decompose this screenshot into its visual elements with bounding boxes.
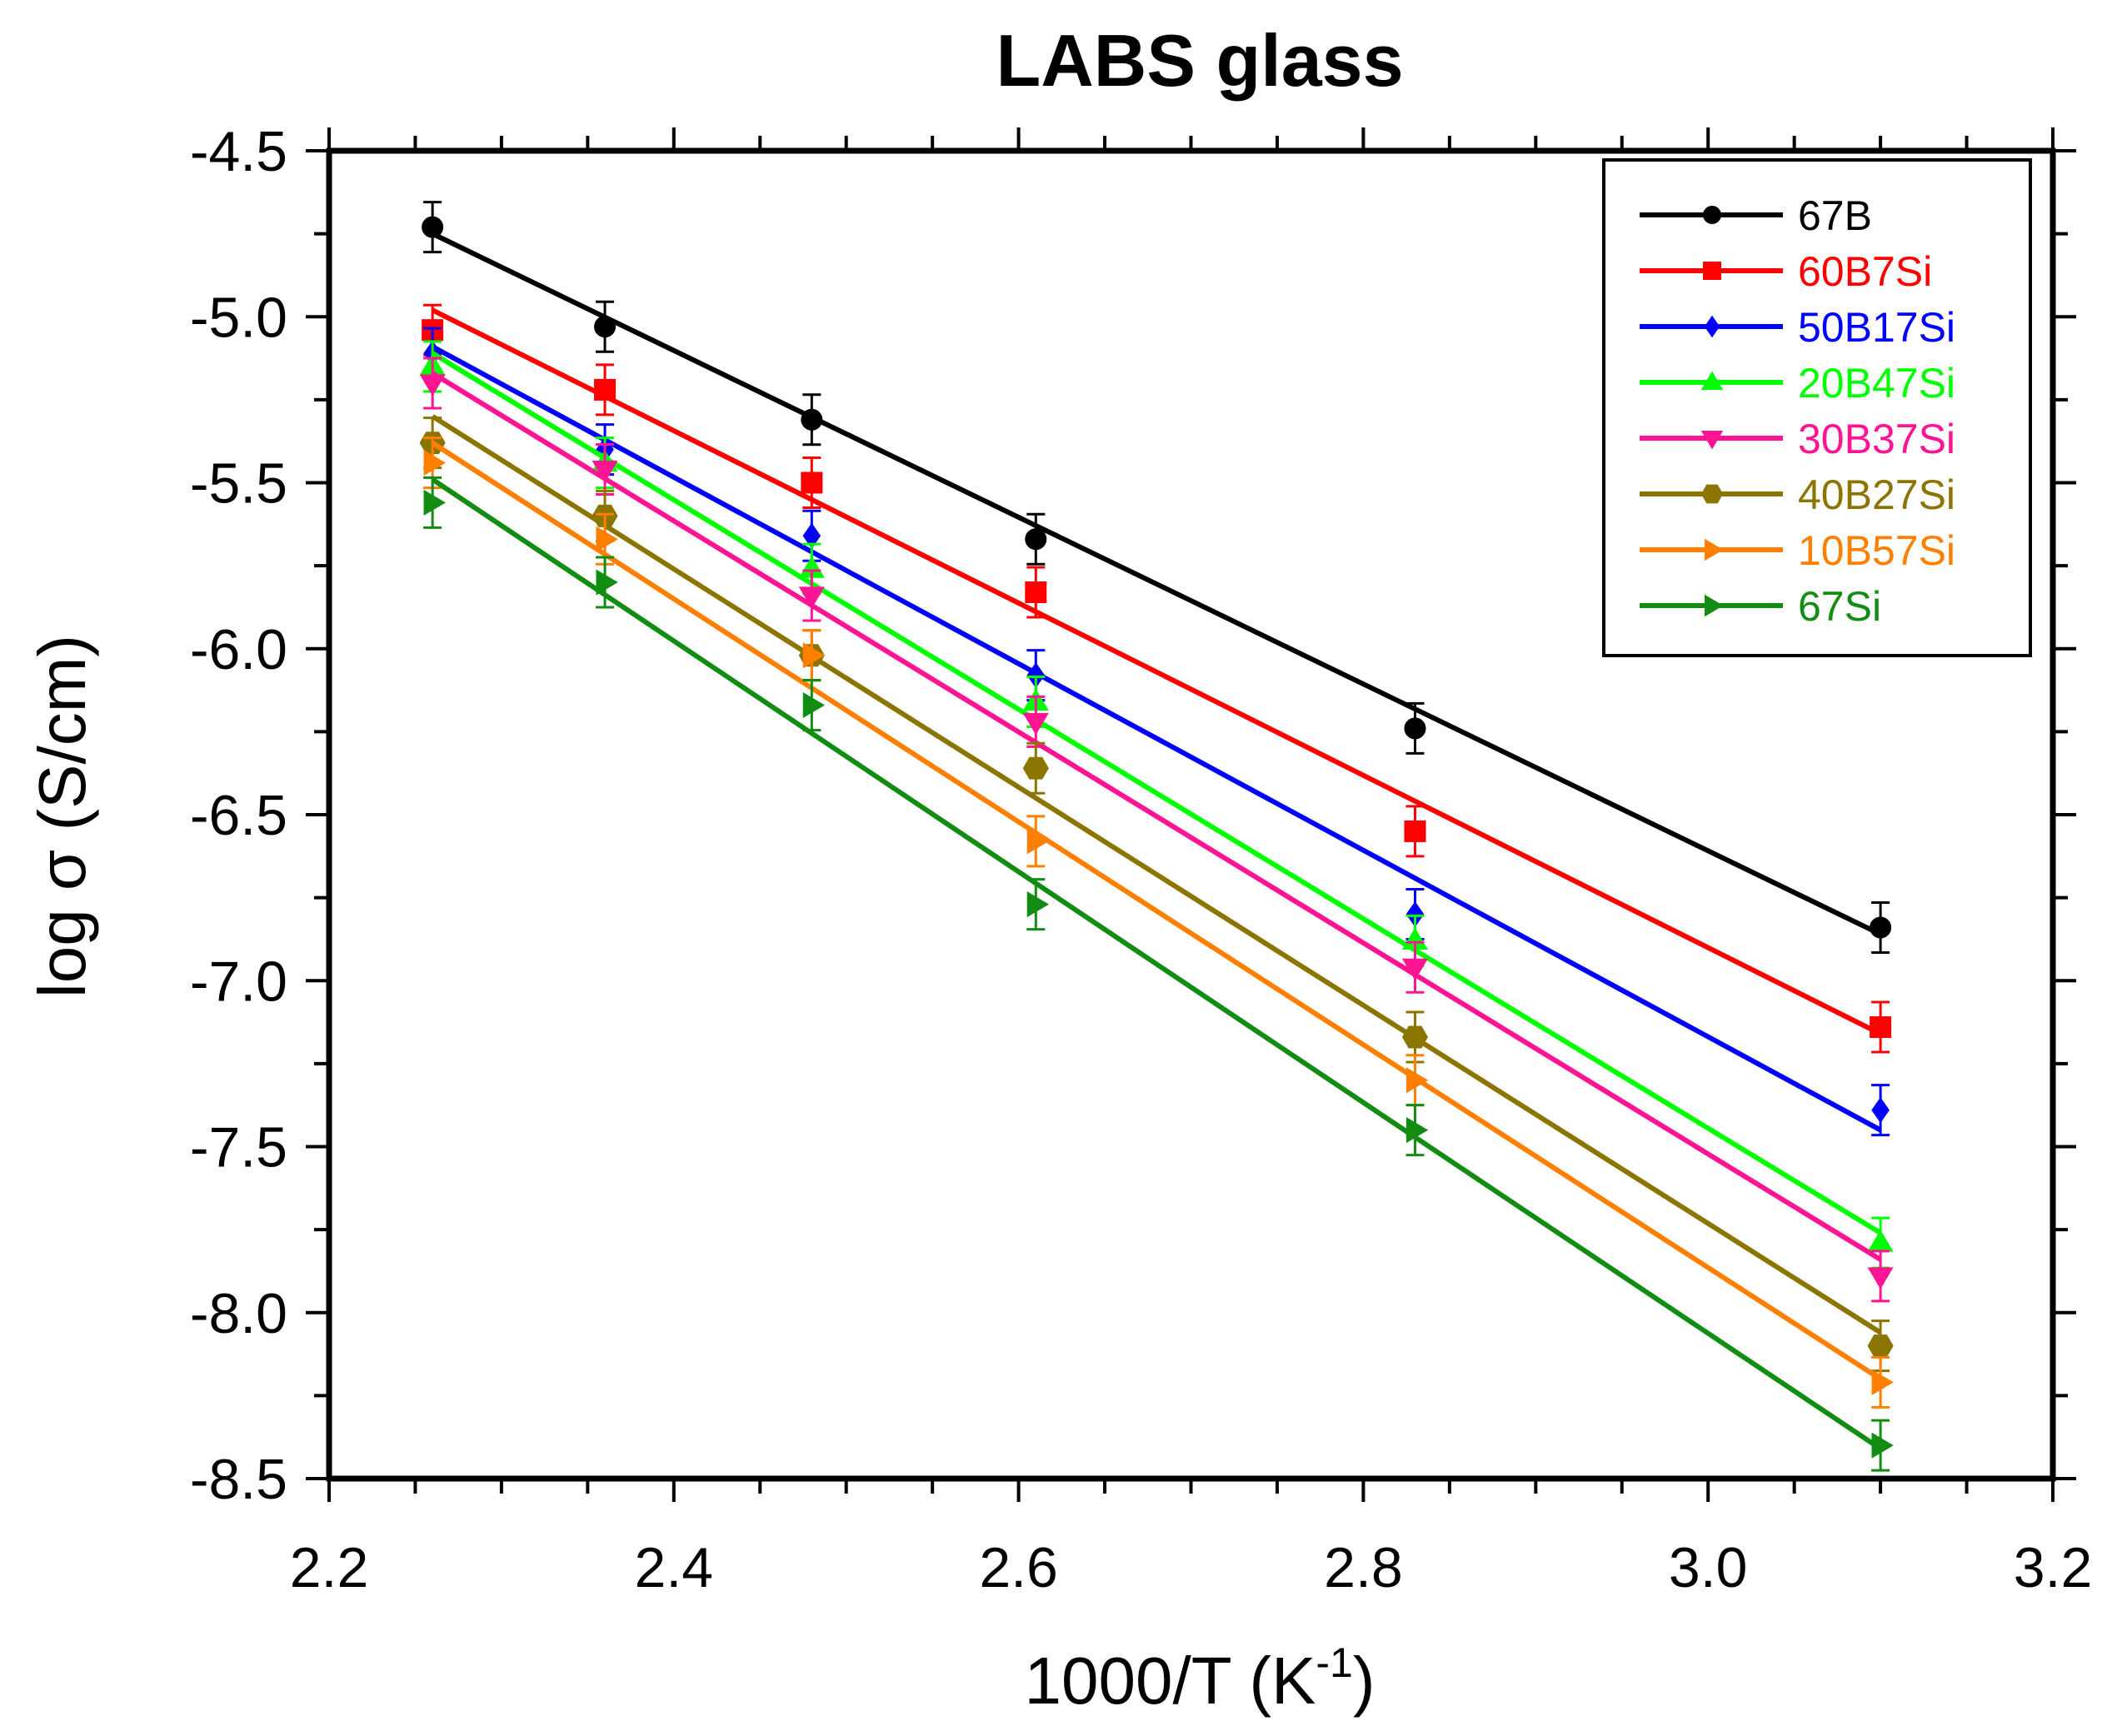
legend-marker-10b57si (1705, 538, 1724, 561)
data-point-10b57si (423, 450, 446, 476)
fit-line-10b57si (431, 441, 1882, 1381)
fit-line-67b (431, 231, 1882, 937)
data-point-30b37si (1401, 958, 1429, 981)
data-point-30b37si (1867, 1267, 1894, 1290)
data-point-60b7si (801, 471, 823, 494)
x-axis-title-sup: -1 (1316, 1639, 1352, 1686)
data-point-10b57si (802, 642, 826, 669)
data-point-60b7si (1025, 581, 1047, 604)
data-point-50b17si (1871, 1097, 1890, 1124)
series-67b (422, 201, 1892, 954)
data-point-60b7si (1404, 820, 1426, 842)
data-point-30b37si (798, 586, 825, 609)
fit-line-40b27si (431, 414, 1882, 1335)
legend-marker-30b37si (1700, 431, 1724, 450)
legend-label-10b57si: 10B57Si (1798, 527, 1955, 574)
data-point-67b (422, 216, 444, 238)
fit-line-50b17si (431, 344, 1882, 1133)
legend-marker-40b27si (1700, 484, 1724, 504)
series-67si (423, 476, 1894, 1472)
axes: 2.2 2.4 2.6 2.8 3.0 3.2 -4.5 -5.0 -5.5 -6.0 -6.5 -7… (190, 120, 2092, 1599)
legend-marker-60b7si (1703, 262, 1721, 280)
data-point-67si (596, 569, 618, 596)
data-point-10b57si (1871, 1369, 1894, 1395)
legend-marker-67b (1703, 206, 1721, 224)
data-point-67b (801, 408, 823, 431)
y-tick-label: -6.0 (190, 618, 287, 681)
plot-frame-layer (326, 147, 2056, 1482)
x-tick-label: 3.0 (1669, 1536, 1748, 1599)
x-tick-label: 2.6 (979, 1536, 1058, 1599)
legend-marker-20b47si (1700, 371, 1724, 390)
data-point-60b7si (594, 378, 617, 401)
data-point-67b (1025, 528, 1047, 551)
data-point-40b27si (1867, 1334, 1894, 1358)
x-axis-title-close: ) (1353, 1644, 1376, 1718)
data-point-10b57si (1406, 1067, 1429, 1094)
x-tick-label: 2.8 (1324, 1536, 1403, 1599)
legend-label-40b27si: 40B27Si (1798, 471, 1955, 518)
data-point-40b27si (1401, 1025, 1429, 1049)
y-tick-label: -4.5 (190, 120, 287, 183)
fit-line-67si (431, 477, 1882, 1451)
fit-line-20b47si (431, 351, 1882, 1235)
data-point-67si (802, 691, 826, 719)
y-tick-label: -8.0 (190, 1282, 287, 1345)
legend-marker-67si (1705, 594, 1724, 617)
chart-title: LABS glass (996, 19, 1403, 102)
data-point-67si (423, 489, 446, 516)
data-point-40b27si (1022, 756, 1049, 780)
legend-label-20b47si: 20B47Si (1798, 360, 1955, 407)
x-tick-label: 3.2 (2014, 1536, 2093, 1599)
y-tick-label: -5.0 (190, 286, 287, 349)
series-10b57si (423, 436, 1894, 1409)
legend-label-67b: 67B (1798, 192, 1872, 239)
x-tick-label: 2.4 (635, 1536, 714, 1599)
legend: 67B 60B7Si 50B17Si 20B47Si 30B37Si 40B27Si 10B… (1602, 158, 2032, 657)
y-tick-label: -8.5 (190, 1448, 287, 1511)
series-30b37si (419, 357, 1894, 1303)
legend-label-30b37si: 30B37Si (1798, 416, 1955, 462)
x-axis-title-base: 1000/T (K (1025, 1644, 1316, 1718)
y-axis-title: log σ (S/cm) (25, 635, 99, 998)
data-point-10b57si (1026, 828, 1050, 855)
legend-label-67si: 67Si (1798, 583, 1881, 630)
legend-box (1602, 158, 2032, 657)
series-layer (419, 201, 1894, 1472)
data-point-67b (1870, 916, 1892, 939)
data-point-20b47si (1867, 1230, 1894, 1252)
data-point-67b (1404, 717, 1426, 740)
data-point-30b37si (1022, 712, 1049, 736)
y-tick-label: -7.5 (190, 1116, 287, 1180)
x-tick-label: 2.2 (290, 1536, 369, 1599)
y-tick-label: -7.0 (190, 950, 287, 1013)
legend-label-60b7si: 60B7Si (1798, 248, 1932, 295)
y-tick-label: -5.5 (190, 452, 287, 516)
data-point-60b7si (1870, 1016, 1892, 1039)
data-point-67si (1026, 891, 1050, 918)
data-point-10b57si (596, 526, 618, 552)
y-tick-label: -6.5 (190, 784, 287, 847)
fit-line-60b7si (431, 307, 1882, 1036)
plot-frame (326, 147, 2056, 1482)
legend-marker-50b17si (1704, 315, 1720, 338)
x-axis-title: 1000/T (K-1) (1025, 1639, 1376, 1718)
data-point-67si (1871, 1432, 1894, 1459)
fit-line-30b37si (431, 371, 1882, 1262)
data-point-67b (594, 316, 617, 338)
data-point-30b37si (592, 460, 618, 483)
legend-label-50b17si: 50B17Si (1798, 304, 1955, 351)
series-20b47si (419, 340, 1894, 1270)
data-point-67si (1406, 1117, 1429, 1144)
data-point-30b37si (419, 374, 446, 397)
